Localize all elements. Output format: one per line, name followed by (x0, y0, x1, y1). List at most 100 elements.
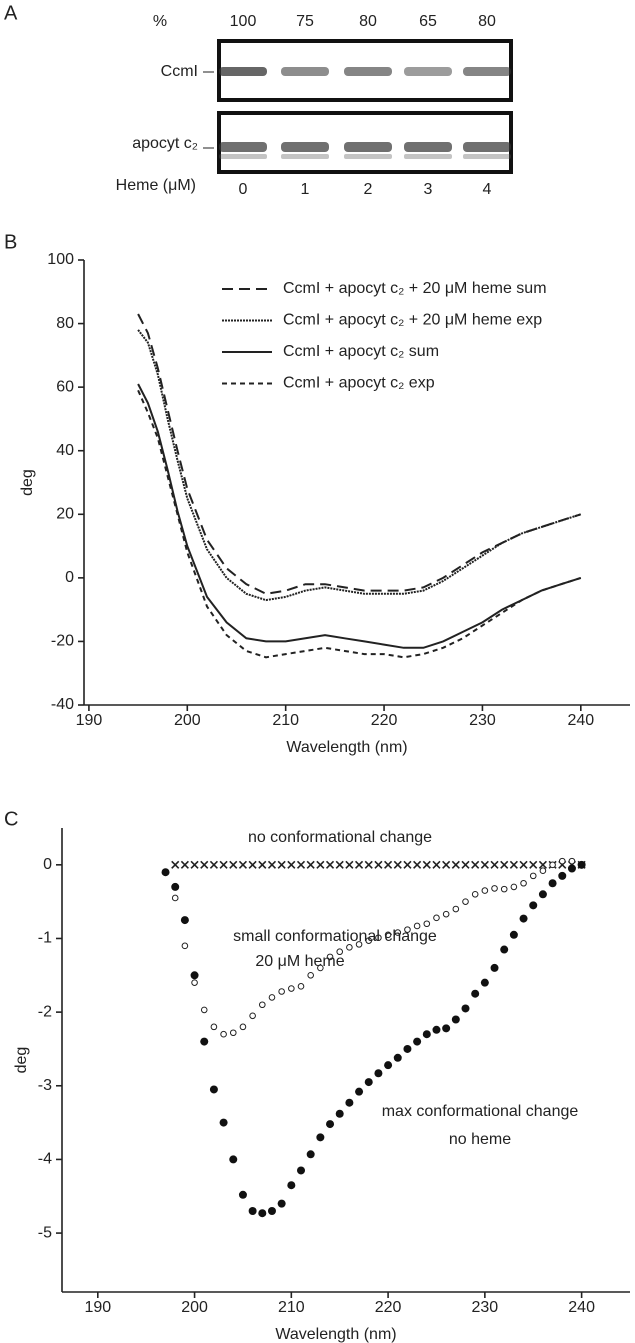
x-point (316, 860, 325, 869)
y-tick-label: 60 (56, 378, 74, 395)
x-point (219, 860, 228, 869)
x-point (200, 860, 209, 869)
open-point (442, 910, 450, 918)
band (344, 67, 392, 76)
y-tick-label: -2 (38, 1003, 52, 1020)
filled-point (509, 930, 518, 939)
open-point (191, 979, 198, 986)
open-point (297, 983, 305, 990)
x-tick-label: 190 (76, 712, 103, 729)
filled-point (567, 864, 576, 873)
y-tick-label: -40 (51, 696, 74, 713)
filled-point (297, 1166, 306, 1175)
filled-point (161, 868, 170, 877)
x-tick-label: 200 (181, 1299, 208, 1316)
open-point (471, 890, 479, 898)
open-point (452, 905, 460, 913)
open-point (529, 872, 537, 880)
value-header: % (153, 13, 167, 30)
open-point (210, 1023, 218, 1031)
x-point (442, 860, 451, 869)
open-point (288, 985, 295, 992)
open-point (481, 887, 489, 894)
x-point (413, 860, 422, 869)
line (137, 329, 582, 602)
value-label: 75 (296, 13, 314, 30)
filled-point (364, 1078, 373, 1087)
x-point (248, 860, 257, 869)
filled-point (529, 901, 538, 910)
filled-point (306, 1150, 315, 1159)
x-tick-label: 190 (84, 1299, 111, 1316)
line (137, 313, 582, 595)
gel-box (217, 39, 513, 102)
open-point (384, 931, 392, 939)
x-axis-label: Wavelength (nm) (275, 1326, 396, 1343)
filled-point (180, 916, 189, 925)
filled-point (219, 1118, 228, 1127)
filled-point (519, 914, 528, 923)
x-point (384, 860, 393, 869)
open-point (200, 1006, 208, 1014)
filled-point (316, 1133, 325, 1142)
open-point (558, 857, 566, 865)
x-point (500, 860, 509, 869)
band-apocyt (463, 142, 511, 152)
band (463, 67, 511, 76)
x-point (345, 860, 354, 869)
x-tick-label: 230 (469, 712, 496, 729)
y-axis-label: deg (13, 1047, 30, 1074)
filled-point (500, 945, 509, 954)
panel-letter: B (4, 231, 17, 253)
filled-point (209, 1085, 218, 1094)
band-apocyt-lower (344, 154, 392, 159)
filled-point (287, 1181, 296, 1190)
band-apocyt-lower (281, 154, 329, 159)
open-point (355, 941, 363, 948)
filled-point (558, 871, 567, 880)
x-point (229, 860, 238, 869)
open-point (317, 964, 324, 972)
y-axis-label: deg (19, 469, 36, 496)
lane-label: apocyt c₂ (132, 135, 198, 152)
filled-point (548, 879, 557, 888)
x-point (519, 860, 528, 869)
x-point (422, 860, 431, 869)
open-point (423, 920, 431, 928)
legend-label: CcmI + apocyt c₂ + 20 μM heme exp (283, 312, 542, 329)
open-point (171, 894, 179, 902)
open-point (510, 883, 518, 891)
x-point (471, 860, 480, 869)
value-label: 100 (230, 13, 257, 30)
filled-point (190, 971, 199, 980)
x-point (180, 860, 189, 869)
value-label: 80 (478, 13, 496, 30)
filled-point (171, 882, 180, 891)
x-point (461, 860, 470, 869)
x-tick-label: 220 (375, 1299, 402, 1316)
filled-point (442, 1024, 451, 1033)
open-point (239, 1023, 247, 1031)
open-point (500, 885, 508, 893)
open-point (549, 861, 556, 869)
y-tick-label: 20 (56, 506, 74, 523)
x-tick-label: 1 (301, 181, 310, 198)
x-point (325, 860, 335, 869)
filled-point (490, 963, 499, 972)
open-point (181, 942, 189, 950)
band-apocyt (219, 142, 267, 152)
legend-label: CcmI + apocyt c₂ sum (283, 343, 439, 360)
open-point (404, 926, 411, 933)
open-point (220, 1030, 227, 1038)
band-apocyt (404, 142, 452, 152)
x-point (190, 860, 199, 869)
filled-point (451, 1015, 460, 1024)
open-point (249, 1012, 256, 1020)
filled-point (335, 1109, 344, 1118)
open-point (258, 1001, 266, 1009)
band-apocyt (281, 142, 329, 152)
open-point (568, 857, 576, 865)
filled-point (326, 1120, 335, 1129)
x-point (354, 860, 364, 869)
filled-point (355, 1087, 364, 1096)
